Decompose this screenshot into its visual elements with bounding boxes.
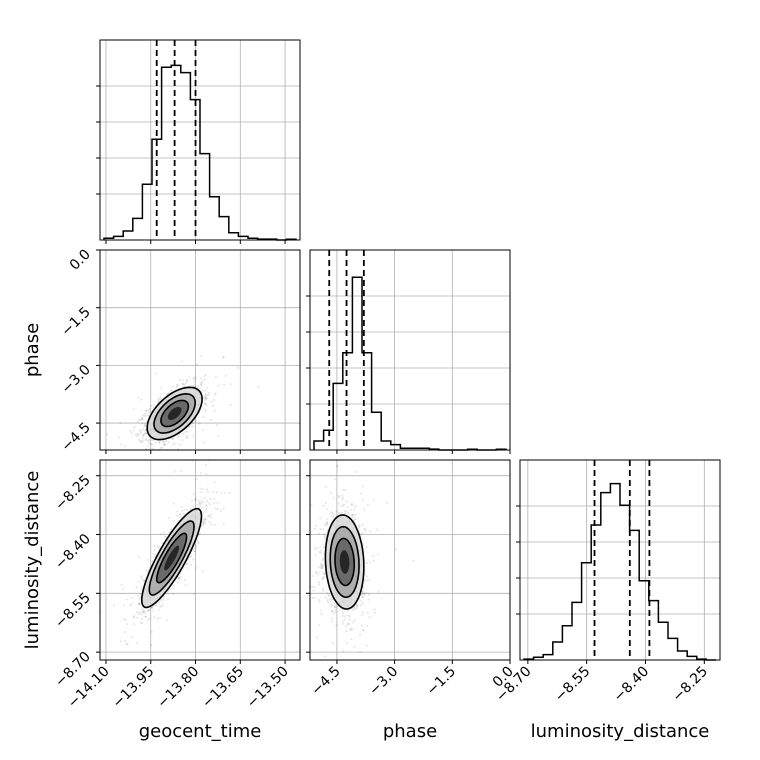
x-tick-label-phase: −1.5 [424,664,459,699]
y-axis-label-phase: phase [22,323,43,377]
panel-frame [519,459,721,661]
histogram-panel-luminosity_distance [516,459,721,664]
contour [334,537,355,587]
contour [324,514,365,610]
density-fill [339,550,350,574]
contour [148,520,195,596]
y-tick-label-phase: −1.5 [58,304,93,339]
scatter-panel-phase-luminosity_distance [306,459,511,664]
y-tick-label-phase: −3.0 [58,362,93,397]
panel-frame [309,459,511,661]
density-fill [164,545,180,571]
panel-frame [309,249,511,451]
y-tick-label-phase: −4.5 [58,420,93,455]
x-axis-label-luminosity_distance: luminosity_distance [531,721,710,742]
y-axis-label-luminosity_distance: luminosity_distance [22,471,43,650]
contour [155,532,188,584]
x-axis-label-geocent_time: geocent_time [139,721,262,742]
panel-frame [99,459,301,661]
density-fill [167,406,182,420]
contour [329,525,360,599]
x-tick-label-phase: −3.0 [366,664,401,699]
scatter-panel-geocent_time-phase [96,249,301,454]
histogram-phase [313,276,507,451]
contour [146,386,203,441]
x-tick-label-luminosity_distance: −8.40 [611,664,653,706]
contour [153,392,197,434]
x-tick-label-luminosity_distance: −8.55 [552,664,594,706]
panel-frame [99,39,301,241]
x-tick-label-geocent_time: −13.95 [110,664,158,712]
y-tick-label-luminosity_distance: −8.25 [52,472,94,514]
y-tick-label-luminosity_distance: −8.40 [52,531,94,573]
panel-frame [99,249,301,451]
histogram-panel-phase [306,249,511,454]
y-tick-label-luminosity_distance: −8.55 [52,590,94,632]
y-tick-label-phase: 0.0 [67,247,94,274]
x-tick-label-phase: −4.5 [308,664,343,699]
contour [160,399,190,428]
scatter-panel-geocent_time-luminosity_distance [96,459,301,664]
x-tick-label-geocent_time: −13.80 [154,664,202,712]
x-tick-label-geocent_time: −13.50 [244,664,292,712]
histogram-luminosity_distance [523,482,716,661]
x-tick-label-geocent_time: −13.65 [199,664,247,712]
x-tick-label-luminosity_distance: −8.25 [669,664,711,706]
histogram-geocent_time [103,64,297,241]
contour [140,507,203,609]
histogram-panel-geocent_time [96,39,301,244]
x-axis-label-phase: phase [383,721,437,742]
